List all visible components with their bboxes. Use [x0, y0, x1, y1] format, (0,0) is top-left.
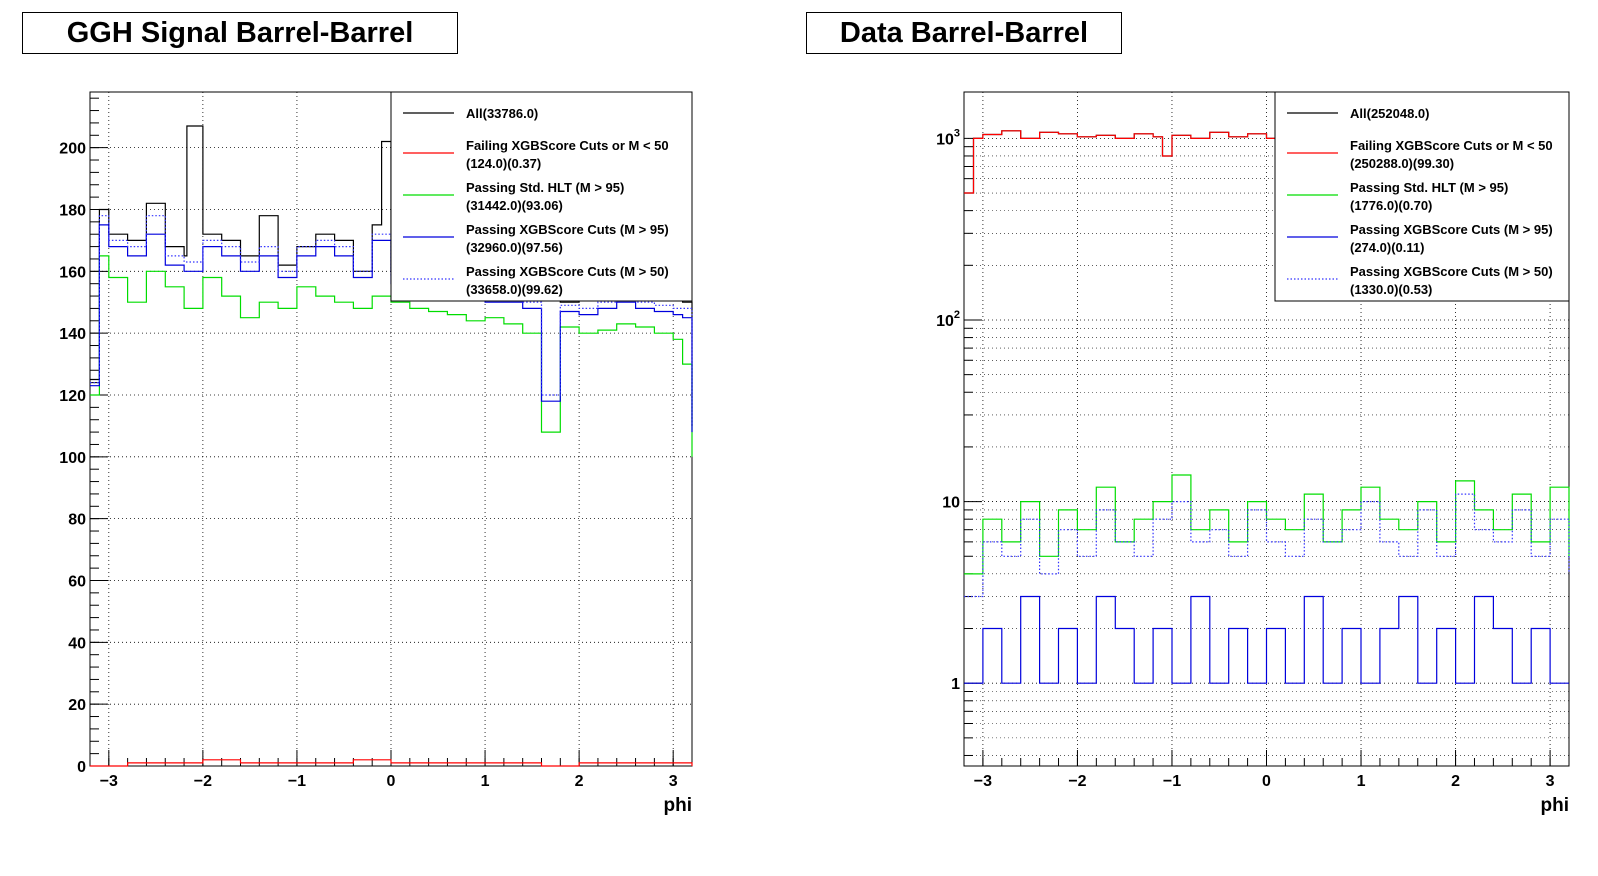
x-axis-label: phi: [664, 795, 693, 816]
y-tick-exponent: 3: [954, 127, 960, 139]
series-line: [964, 493, 1570, 598]
legend-label: Passing XGBScore Cuts (M > 50): [466, 264, 669, 279]
legend-stats: (31442.0)(93.06): [466, 198, 563, 213]
series-line: [964, 130, 1569, 194]
legend-label: Failing XGBScore Cuts or M < 50: [466, 138, 669, 153]
legend-stats: (274.0)(0.11): [1350, 240, 1424, 255]
y-tick-label: 100: [59, 450, 86, 467]
legend-label: All(33786.0): [466, 106, 538, 121]
x-axis-label: phi: [1541, 795, 1570, 816]
legend-stats: (124.0)(0.37): [466, 156, 541, 171]
x-tick-label: 3: [1546, 773, 1555, 790]
series-line: [90, 759, 693, 767]
x-tick-label: 1: [481, 773, 490, 790]
legend-label: All(252048.0): [1350, 106, 1430, 121]
legend-label: Passing XGBScore Cuts (M > 95): [1350, 222, 1553, 237]
y-tick-label: 80: [68, 512, 86, 529]
y-tick-label: 103: [936, 127, 960, 148]
x-tick-label: 0: [387, 773, 396, 790]
y-tick-label: 120: [59, 388, 86, 405]
right-panel: −3 −2 −1 0 1 2 3 phi 1 10 102 103 All(252048.0) Faili…: [799, 0, 1598, 876]
legend-label: Failing XGBScore Cuts or M < 50: [1350, 138, 1553, 153]
y-tick-label: 40: [68, 635, 86, 652]
legend-label: Passing Std. HLT (M > 95): [466, 180, 624, 195]
y-tick-label: 0: [77, 759, 86, 776]
series-line: [90, 215, 693, 426]
x-tick-label: 2: [575, 773, 584, 790]
legend-box: [390, 91, 693, 302]
left-panel: −3 −2 −1 0 1 2 3 phi 0 20 40 60 80 100 120 140 160 180 200…: [22, 12, 693, 816]
ggh-signal-chart: −3 −2 −1 0 1 2 3 phi 0 20 40 60 80 100 120 140 160 180 200…: [59, 91, 693, 816]
series-line: [90, 255, 693, 457]
x-tick-label: −2: [1068, 773, 1086, 790]
legend-stats: (33658.0)(99.62): [466, 282, 563, 297]
chart-title: GGH Signal Barrel-Barrel: [22, 12, 458, 54]
y-tick-label: 140: [59, 326, 86, 343]
chart-title: Data Barrel-Barrel: [806, 12, 1122, 54]
legend-label: Passing XGBScore Cuts (M > 50): [1350, 264, 1553, 279]
y-tick-exponent: 2: [954, 309, 960, 321]
legend-box: [1274, 91, 1570, 302]
x-tick-label: −2: [194, 773, 212, 790]
x-tick-label: −3: [974, 773, 992, 790]
y-tick-label: 1: [951, 676, 960, 693]
legend-label: Passing XGBScore Cuts (M > 95): [466, 222, 669, 237]
y-tick-label: 102: [936, 309, 960, 330]
legend-label: Passing Std. HLT (M > 95): [1350, 180, 1508, 195]
y-tick-label: 160: [59, 264, 86, 281]
x-tick-label: 3: [669, 773, 678, 790]
legend-stats: (32960.0)(97.56): [466, 240, 563, 255]
y-tick-label: 10: [942, 495, 960, 512]
x-tick-label: −3: [100, 773, 118, 790]
y-tick-label: 60: [68, 573, 86, 590]
x-tick-label: 1: [1357, 773, 1366, 790]
x-tick-label: −1: [1163, 773, 1181, 790]
x-tick-label: 0: [1262, 773, 1271, 790]
data-chart: −3 −2 −1 0 1 2 3 phi 1 10 102 103 All(252048.0) Faili…: [936, 91, 1570, 816]
series-line: [964, 595, 1569, 684]
legend-stats: (1330.0)(0.53): [1350, 282, 1432, 297]
legend-stats: (250288.0)(99.30): [1350, 156, 1454, 171]
x-tick-label: 2: [1451, 773, 1460, 790]
y-tick-label: 200: [59, 141, 86, 158]
y-tick-label: 180: [59, 202, 86, 219]
y-tick-label: 20: [68, 697, 86, 714]
legend-stats: (1776.0)(0.70): [1350, 198, 1432, 213]
x-tick-label: −1: [288, 773, 306, 790]
